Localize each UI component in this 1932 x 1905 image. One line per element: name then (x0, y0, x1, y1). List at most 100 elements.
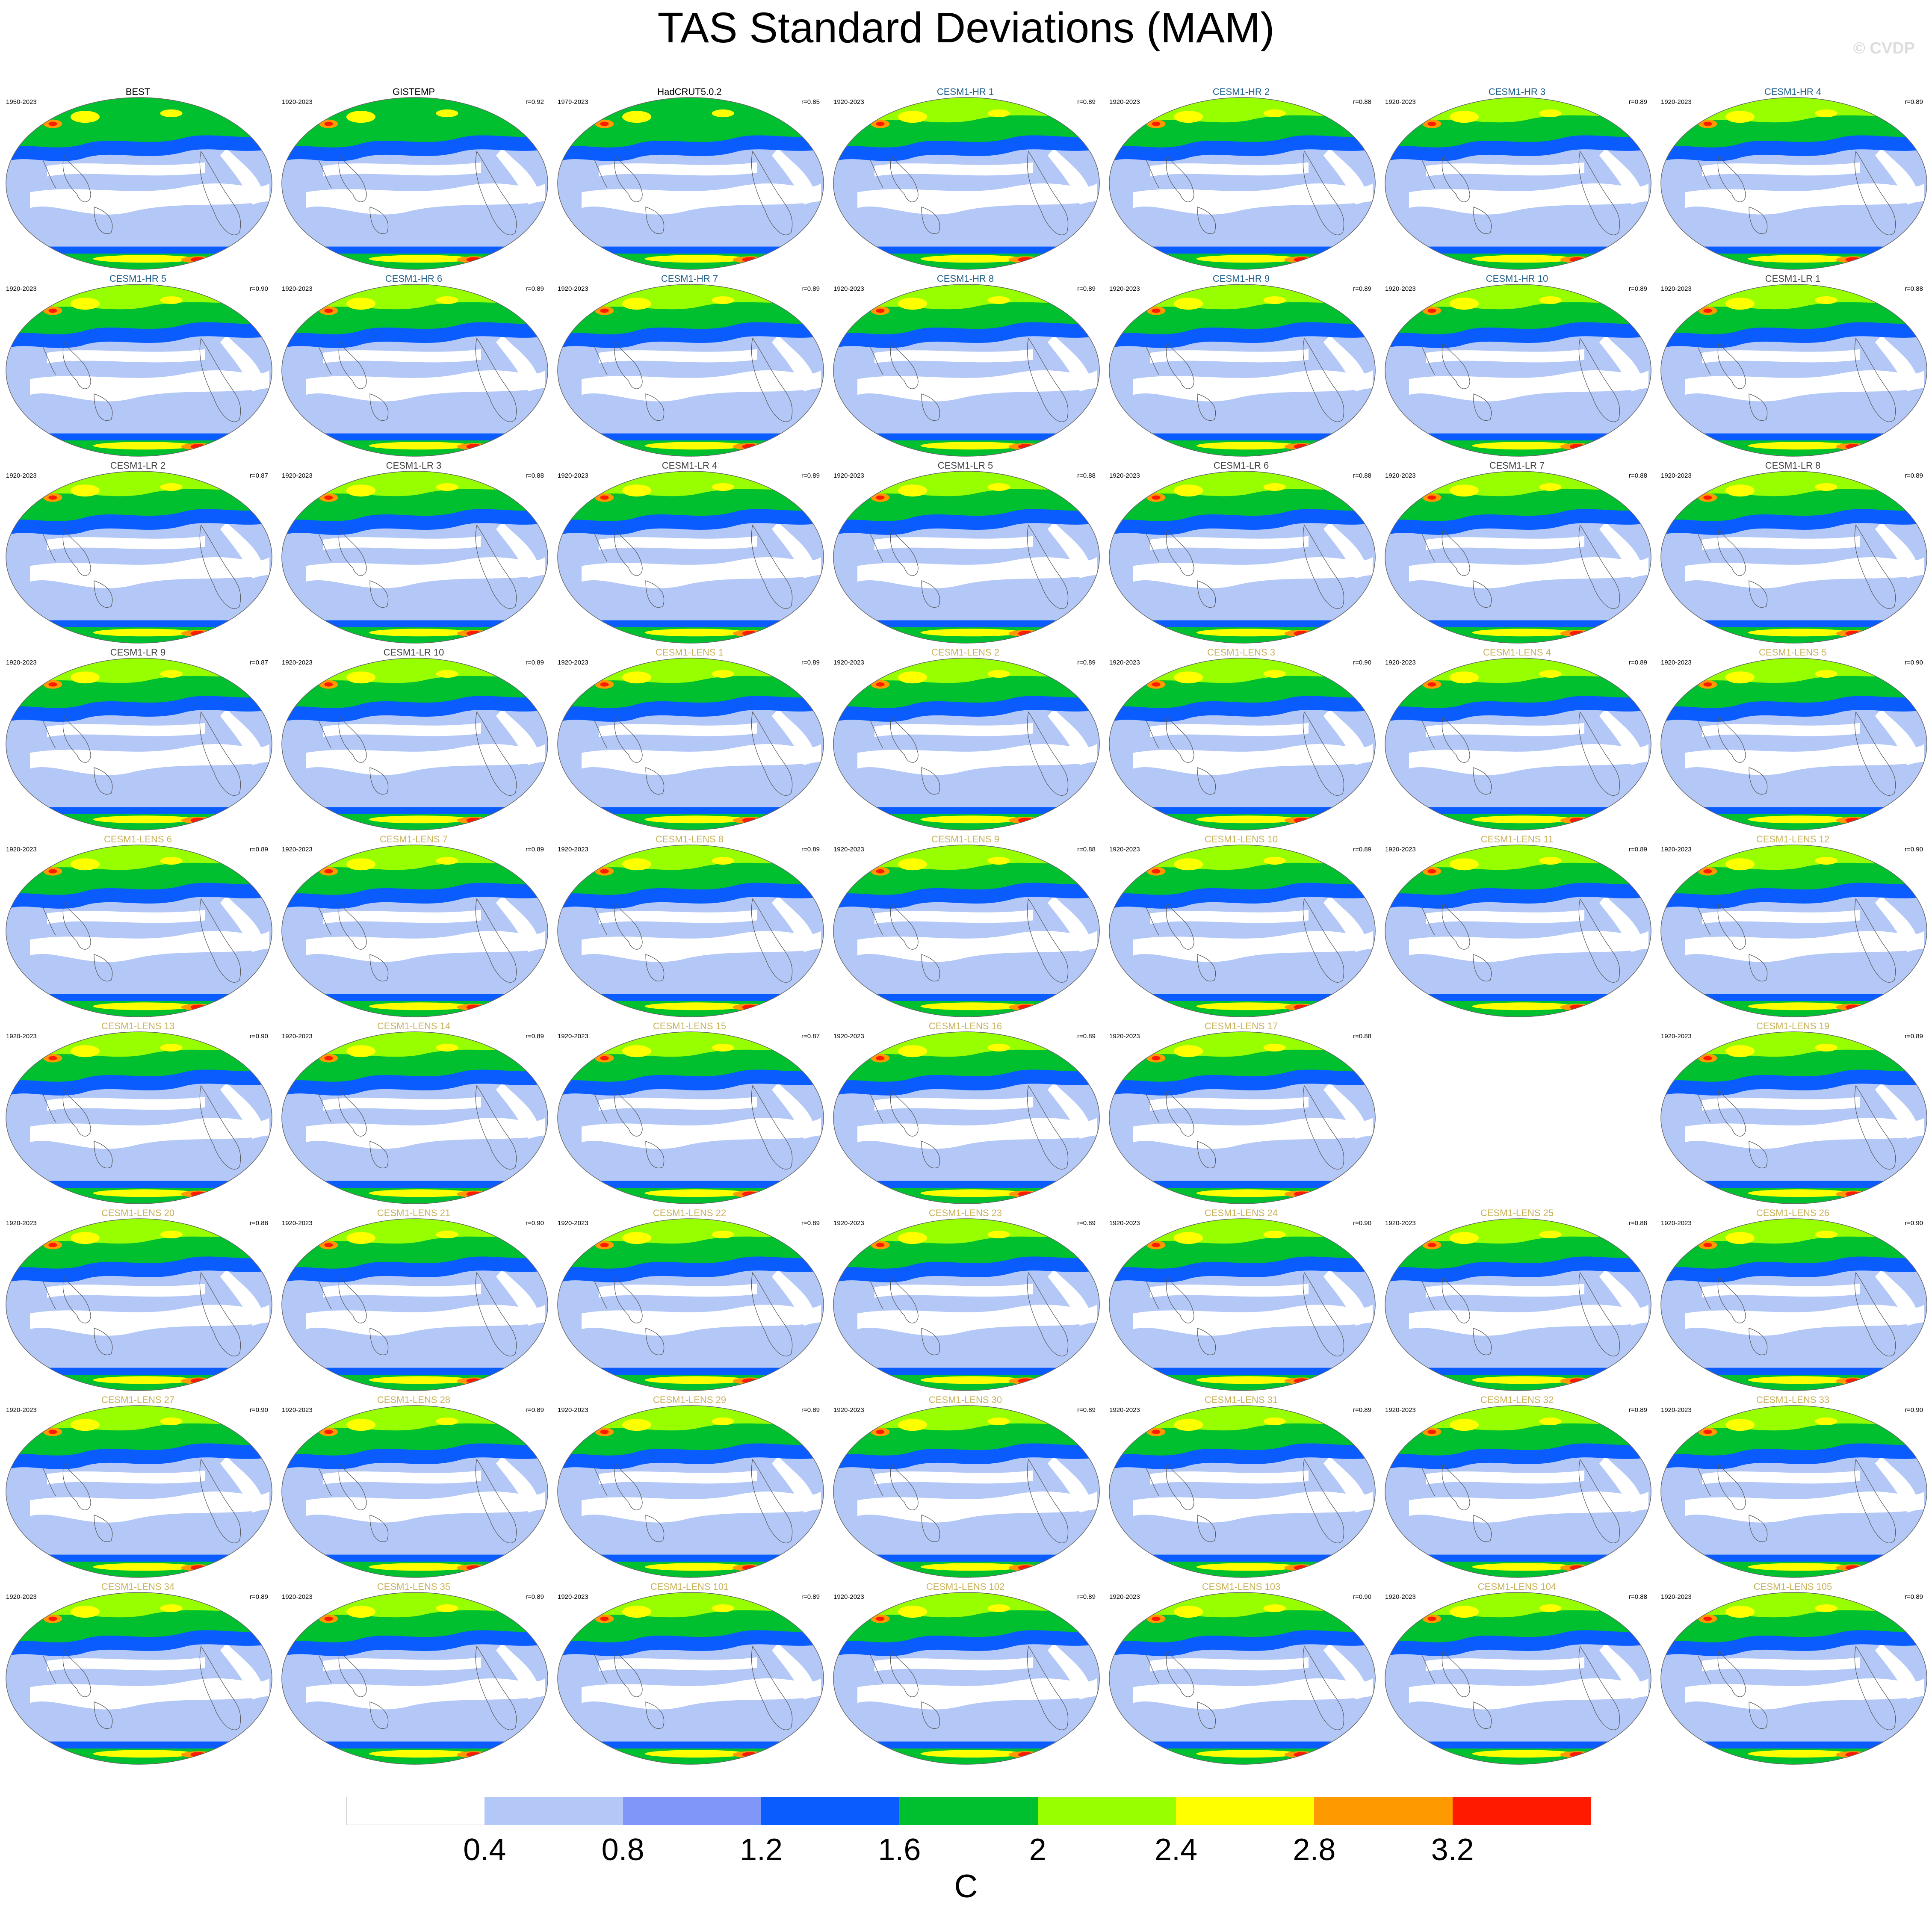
world-map (1108, 1030, 1377, 1205)
map-panel: CESM1-LENS 16 1920-2023 r=0.89 (827, 1020, 1103, 1207)
panel-correlation: r=0.90 (250, 1033, 268, 1040)
panel-correlation: r=0.88 (1629, 472, 1647, 479)
colorbar-tick: 2 (1029, 1833, 1046, 1867)
panel-years: 1920-2023 (6, 1593, 37, 1601)
colorbar-box (899, 1797, 1038, 1825)
panel-correlation: r=0.89 (801, 1406, 820, 1414)
panel-title: CESM1-LENS 26 (1756, 1208, 1830, 1218)
map-panel: CESM1-LENS 31 1920-2023 r=0.89 (1103, 1394, 1379, 1580)
world-map (280, 470, 549, 645)
world-map (1108, 1404, 1377, 1579)
panel-correlation: r=0.89 (1629, 846, 1647, 853)
panel-correlation: r=0.89 (1077, 1033, 1096, 1040)
cvdp-credit: © CVDP (1853, 39, 1915, 57)
map-panel: CESM1-LENS 3 1920-2023 r=0.90 (1103, 646, 1379, 833)
panel-years: 1920-2023 (1385, 1593, 1416, 1601)
map-panel: CESM1-LR 5 1920-2023 r=0.88 (827, 459, 1103, 646)
panel-correlation: r=0.88 (250, 1220, 268, 1227)
panel-years: 1920-2023 (1385, 98, 1416, 106)
panel-title: CESM1-LENS 35 (377, 1581, 451, 1592)
panel-correlation: r=0.89 (526, 285, 544, 292)
world-map (1383, 1217, 1653, 1392)
world-map (4, 1404, 274, 1579)
colorbar-tick: 0.8 (601, 1833, 644, 1867)
panel-title: CESM1-HR 9 (1212, 273, 1270, 284)
panel-title: CESM1-LR 3 (386, 460, 442, 471)
panel-correlation: r=0.88 (1353, 472, 1371, 479)
world-map (4, 283, 274, 458)
map-panel: CESM1-LENS 4 1920-2023 r=0.89 (1379, 646, 1655, 833)
panel-correlation: r=0.89 (1353, 285, 1371, 292)
panel-title: CESM1-LENS 30 (928, 1394, 1002, 1405)
panel-correlation: r=0.89 (1077, 1406, 1096, 1414)
panel-correlation: r=0.89 (1629, 1406, 1647, 1414)
map-panel: CESM1-LENS 104 1920-2023 r=0.88 (1379, 1580, 1655, 1767)
panel-title: CESM1-LR 1 (1765, 273, 1821, 284)
colorbar-box (484, 1797, 623, 1825)
world-map (1383, 843, 1653, 1019)
map-panel: CESM1-LENS 32 1920-2023 r=0.89 (1379, 1394, 1655, 1580)
panel-title: CESM1-LENS 32 (1480, 1394, 1554, 1405)
panel-title: CESM1-HR 7 (661, 273, 718, 284)
world-map (832, 843, 1101, 1019)
panel-years: 1920-2023 (1385, 1406, 1416, 1414)
panel-years: 1920-2023 (1661, 1220, 1692, 1227)
map-panel: CESM1-LENS 13 1920-2023 r=0.90 (0, 1020, 276, 1207)
world-map (280, 283, 549, 458)
panel-years: 1920-2023 (1109, 1033, 1140, 1040)
world-map (556, 470, 825, 645)
colorbar-units: C (954, 1868, 978, 1905)
panel-years: 1950-2023 (6, 98, 37, 106)
world-map (4, 1217, 274, 1392)
world-map (1108, 1591, 1377, 1766)
panel-title: CESM1-LENS 25 (1480, 1208, 1554, 1218)
panel-years: 1920-2023 (6, 472, 37, 479)
colorbar-box (623, 1797, 762, 1825)
colorbar-box (1452, 1797, 1591, 1825)
map-panel: CESM1-LENS 103 1920-2023 r=0.90 (1103, 1580, 1379, 1767)
map-panel: CESM1-LENS 24 1920-2023 r=0.90 (1103, 1207, 1379, 1394)
panel-years: 1920-2023 (6, 1033, 37, 1040)
panel-years: 1920-2023 (558, 659, 588, 666)
world-map (556, 283, 825, 458)
map-panel: CESM1-LENS 34 1920-2023 r=0.89 (0, 1580, 276, 1767)
world-map (1659, 96, 1929, 271)
world-map (280, 843, 549, 1019)
panel-correlation: r=0.89 (1353, 1406, 1371, 1414)
panel-correlation: r=0.88 (1077, 472, 1096, 479)
panel-title: CESM1-LENS 31 (1204, 1394, 1278, 1405)
map-panel: CESM1-LR 4 1920-2023 r=0.89 (552, 459, 827, 646)
colorbar-tick: 1.2 (739, 1833, 783, 1867)
map-panel: CESM1-LR 2 1920-2023 r=0.87 (0, 459, 276, 646)
panel-correlation: r=0.89 (1905, 98, 1923, 106)
panel-years: 1920-2023 (1385, 285, 1416, 292)
figure-title: TAS Standard Deviations (MAM) (657, 4, 1275, 52)
panel-title: CESM1-LENS 3 (1207, 647, 1275, 658)
panel-years: 1920-2023 (1661, 98, 1692, 106)
panel-years: 1920-2023 (6, 846, 37, 853)
world-map (280, 1404, 549, 1579)
panel-correlation: r=0.89 (801, 472, 820, 479)
panel-correlation: r=0.88 (1353, 98, 1371, 106)
world-map (1659, 1591, 1929, 1766)
world-map (280, 656, 549, 832)
panel-title: CESM1-LENS 29 (653, 1394, 727, 1405)
panel-correlation: r=0.90 (1353, 659, 1371, 666)
panel-correlation: r=0.92 (526, 98, 544, 106)
panel-years: 1920-2023 (558, 1406, 588, 1414)
world-map (280, 1217, 549, 1392)
map-panel: HadCRUT5.0.2 1979-2023 r=0.85 (552, 86, 827, 272)
panel-title: CESM1-LENS 8 (656, 834, 724, 845)
map-panel: CESM1-LR 3 1920-2023 r=0.88 (276, 459, 552, 646)
panel-title: CESM1-LR 9 (110, 647, 166, 658)
world-map (280, 1591, 549, 1766)
panel-correlation: r=0.89 (526, 1406, 544, 1414)
map-panel: CESM1-HR 3 1920-2023 r=0.89 (1379, 86, 1655, 272)
map-panel: CESM1-HR 8 1920-2023 r=0.89 (827, 272, 1103, 459)
panel-title: CESM1-LENS 20 (101, 1208, 175, 1218)
world-map (280, 1030, 549, 1205)
world-map (1108, 470, 1377, 645)
panel-title: CESM1-LENS 24 (1204, 1208, 1278, 1218)
colorbar-tick: 1.6 (878, 1833, 921, 1867)
panel-title: CESM1-LENS 105 (1753, 1581, 1832, 1592)
